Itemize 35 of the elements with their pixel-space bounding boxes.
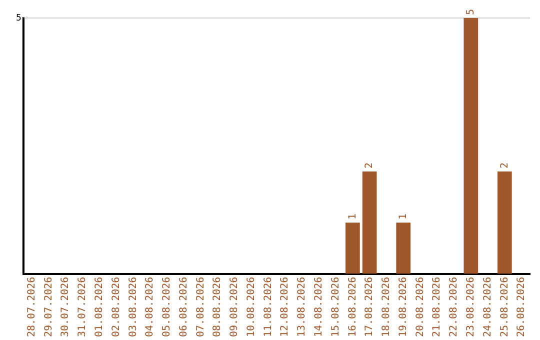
x-tick-label: 30.07.2026: [60, 276, 72, 338]
data-label: 5: [465, 8, 476, 15]
data-label: 2: [364, 162, 376, 168]
x-tick-label: 03.08.2026: [128, 276, 139, 338]
x-tick-label: 21.08.2026: [432, 276, 443, 338]
x-tick-label: 08.08.2026: [212, 276, 224, 338]
x-tick-label: 12.08.2026: [280, 276, 291, 338]
x-tick-label: 11.08.2026: [262, 276, 274, 338]
data-label: 2: [499, 162, 510, 168]
x-tick-label: 04.08.2026: [144, 276, 156, 338]
x-tick-label: 05.08.2026: [162, 276, 173, 338]
x-tick-label: 14.08.2026: [314, 276, 325, 338]
data-label: 1: [347, 214, 358, 220]
x-tick-label: 24.08.2026: [482, 276, 494, 338]
x-tick-label: 26.08.2026: [516, 276, 528, 338]
x-tick-label: 22.08.2026: [448, 276, 460, 338]
x-tick-label: 23.08.2026: [465, 276, 476, 338]
x-tick-label: 09.08.2026: [229, 276, 240, 338]
x-tick-label: 13.08.2026: [296, 276, 308, 338]
x-tick-label: 19.08.2026: [398, 276, 409, 338]
x-tick-label: 25.08.2026: [499, 276, 510, 338]
x-tick-label: 20.08.2026: [414, 276, 426, 338]
x-tick-label: 28.07.2026: [26, 276, 38, 338]
x-tick-label: 15.08.2026: [330, 276, 342, 338]
x-tick-label: 01.08.2026: [94, 276, 105, 338]
data-label: 1: [398, 214, 409, 220]
x-tick-label: 16.08.2026: [347, 276, 358, 338]
x-tick-label: 02.08.2026: [110, 276, 122, 338]
x-tick-label: 10.08.2026: [246, 276, 257, 338]
x-tick-label: 31.07.2026: [77, 276, 88, 338]
x-tick-label: 06.08.2026: [178, 276, 190, 338]
x-tick-label: 07.08.2026: [195, 276, 206, 338]
x-tick-label: 17.08.2026: [364, 276, 376, 338]
x-tick-label: 29.07.2026: [43, 276, 54, 338]
x-tick-label: 18.08.2026: [381, 276, 392, 338]
